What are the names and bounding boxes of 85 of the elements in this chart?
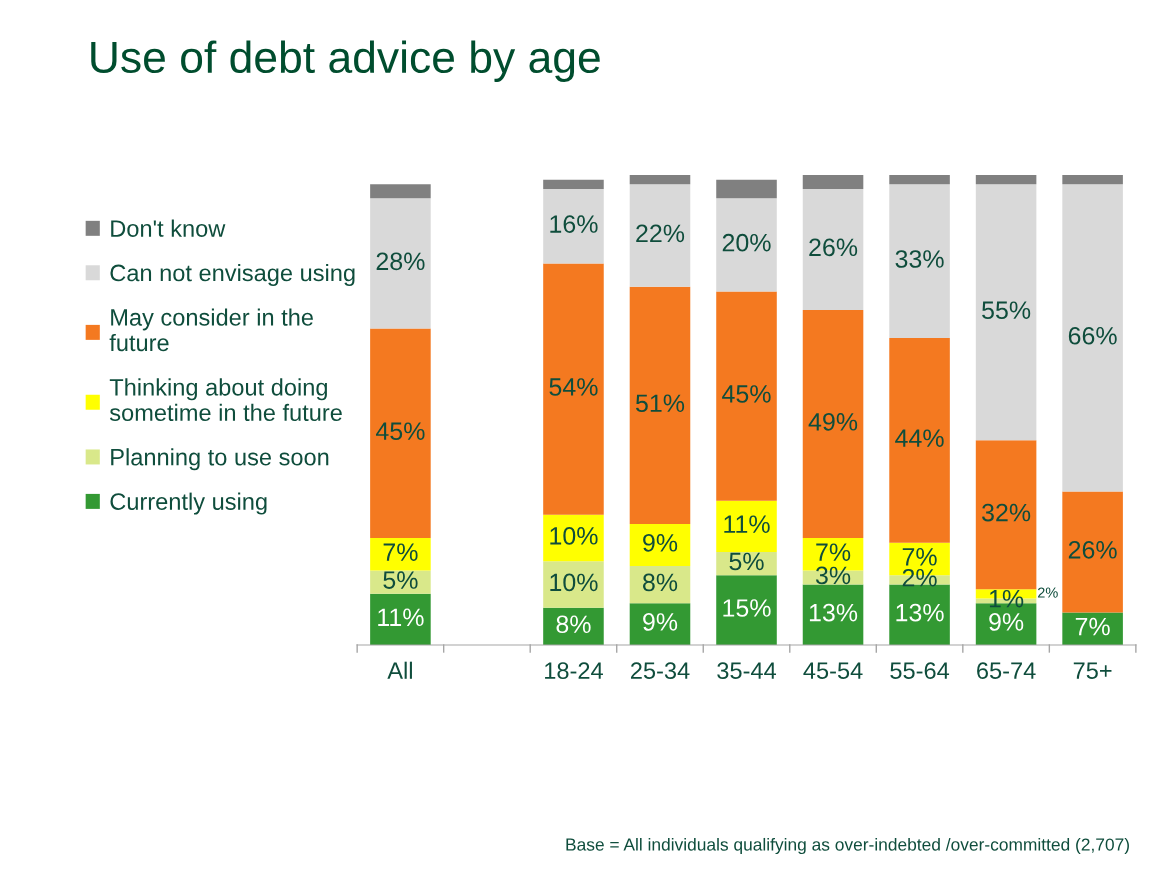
bar <box>716 179 777 199</box>
x-tick-label: 55-64 <box>890 662 950 680</box>
data-label: 10% <box>550 527 598 545</box>
data-label: 11% <box>724 515 770 533</box>
x-tick-label: 45-54 <box>803 662 863 680</box>
data-label: 5% <box>383 571 418 589</box>
data-label: 33% <box>895 250 944 268</box>
legend-label: Don't know <box>111 219 226 237</box>
data-label: 55% <box>982 301 1031 320</box>
bar <box>629 175 691 185</box>
legend-label: Can not envisage using <box>110 263 355 286</box>
data-label: 7% <box>383 543 418 561</box>
bar <box>975 175 1037 185</box>
data-label: 28% <box>376 252 425 271</box>
data-label: 9% <box>643 613 678 631</box>
chart-title: Use of debt advice by age <box>91 40 600 82</box>
data-label: 7% <box>816 543 851 561</box>
bar <box>1062 491 1123 613</box>
bar <box>975 440 1037 590</box>
data-label: 66% <box>1068 326 1117 345</box>
data-label: 32% <box>982 503 1031 522</box>
data-label: 11% <box>378 608 424 627</box>
data-label: 8% <box>643 573 678 592</box>
data-label: 49% <box>808 413 858 431</box>
legend-label: May consider in the future <box>109 308 313 352</box>
bar <box>1062 612 1123 646</box>
bar <box>716 291 777 501</box>
data-label: 45% <box>722 385 771 403</box>
data-label: 16% <box>550 215 598 233</box>
legend-label: Currently using <box>110 492 267 515</box>
bar <box>889 175 950 185</box>
data-label: 26% <box>809 238 858 257</box>
x-tick-label: 25-34 <box>630 662 690 680</box>
data-label: 15% <box>723 599 771 617</box>
legend-label: Planning to use soon <box>111 448 329 471</box>
data-label: 13% <box>809 603 858 622</box>
bar <box>543 179 604 190</box>
bar <box>543 189 604 264</box>
data-label: 8% <box>556 615 591 634</box>
data-label: 54% <box>549 378 598 396</box>
bar <box>629 184 691 287</box>
bar <box>629 524 691 566</box>
bar <box>370 593 431 646</box>
data-label: 3% <box>815 566 851 585</box>
bar <box>716 575 777 646</box>
data-label: 1% <box>989 589 1024 608</box>
bar <box>370 198 431 329</box>
bar <box>716 198 777 292</box>
x-tick-label: 65-74 <box>977 662 1036 680</box>
bar <box>543 514 604 562</box>
data-label: 44% <box>895 429 944 447</box>
x-tick-label: All <box>387 661 412 679</box>
x-tick-label: 75+ <box>1073 662 1112 680</box>
bar <box>370 537 431 571</box>
bar <box>1062 175 1123 185</box>
bar <box>543 263 604 515</box>
data-label: 9% <box>989 613 1024 631</box>
data-label: 26% <box>1068 540 1117 559</box>
bar <box>975 184 1037 441</box>
data-label: 5% <box>729 552 764 571</box>
x-tick-label: 18-24 <box>545 662 603 680</box>
data-label: 13% <box>896 603 944 622</box>
bar <box>802 309 864 538</box>
data-label: 7% <box>1075 617 1110 636</box>
bar <box>802 189 864 310</box>
bar <box>629 286 691 525</box>
bar <box>370 184 431 199</box>
data-label: 10% <box>550 573 598 592</box>
bar <box>802 175 864 190</box>
data-label: 9% <box>643 533 678 552</box>
bar <box>543 561 604 608</box>
data-label: 45% <box>375 422 425 441</box>
bar <box>1062 184 1123 492</box>
data-label: 22% <box>636 224 685 243</box>
legend-label: Thinking about doing sometime in the future <box>109 378 342 422</box>
bar <box>370 328 431 538</box>
bar <box>889 184 950 338</box>
text: Base = All individuals qualifying as over-indebted /over-committed (2,707) <box>566 837 1129 855</box>
x-tick-label: 35-44 <box>717 662 777 680</box>
data-label: 2% <box>1037 587 1058 598</box>
bar <box>889 337 950 543</box>
data-label: 51% <box>635 394 685 413</box>
data-label: 20% <box>722 233 771 252</box>
bar <box>716 500 777 552</box>
data-label: 7% <box>902 548 937 566</box>
